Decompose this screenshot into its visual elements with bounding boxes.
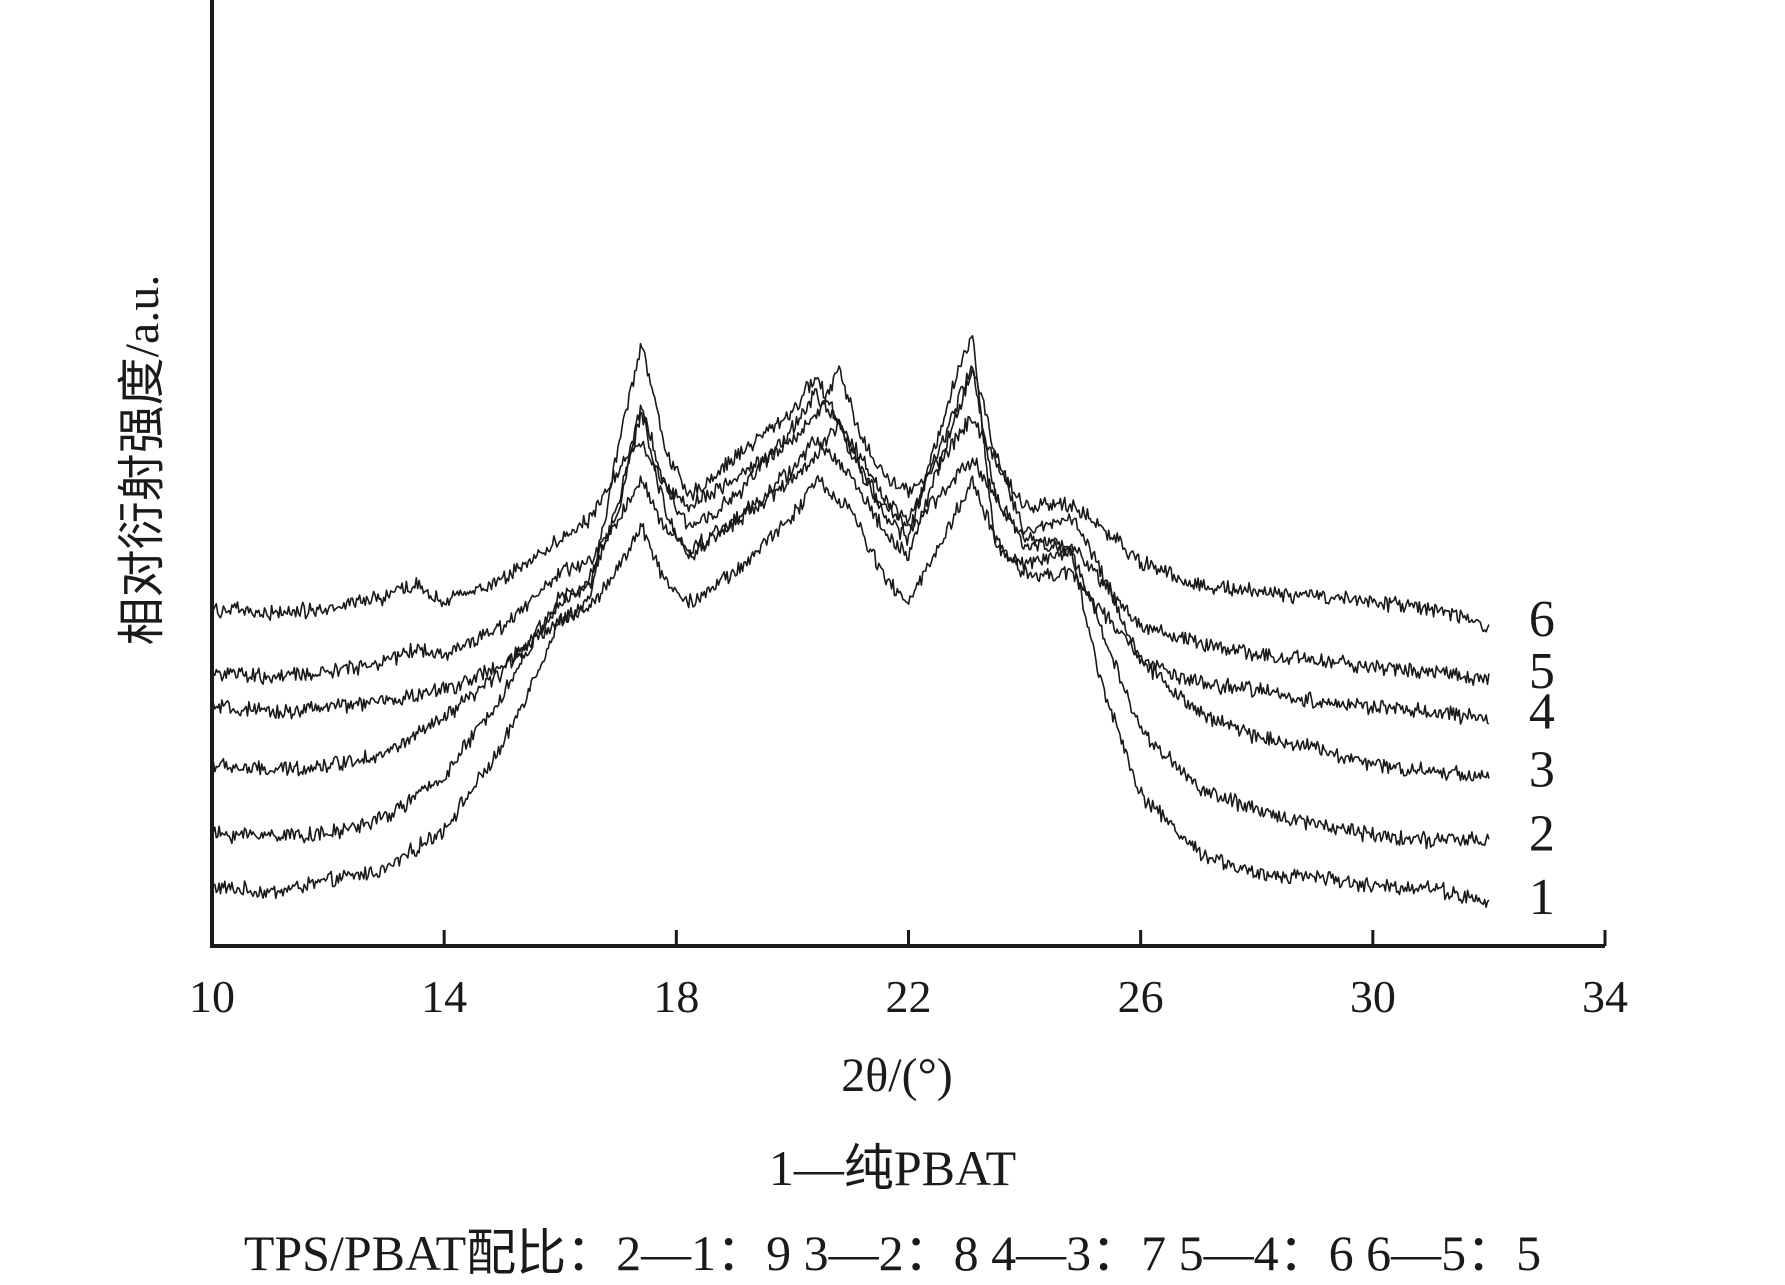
x-tick-label-30: 30: [1350, 971, 1396, 1022]
curve-label-2: 2: [1529, 805, 1555, 862]
curve-label-5: 5: [1529, 643, 1555, 700]
x-tick-label-10: 10: [189, 971, 235, 1022]
curve-label-1: 1: [1529, 869, 1555, 926]
trace-4: [211, 474, 1490, 725]
caption-line-1: 1—纯PBAT: [768, 1140, 1017, 1196]
x-axis-title: 2θ/(°): [841, 1049, 953, 1102]
trace-3: [211, 365, 1490, 782]
trace-6: [211, 365, 1490, 633]
curve-label-6: 6: [1529, 591, 1555, 648]
curve-label-4: 4: [1529, 684, 1555, 741]
traces: [211, 334, 1490, 908]
curve-label-3: 3: [1529, 742, 1555, 799]
x-tick-label-18: 18: [653, 971, 699, 1022]
y-axis-title: 相对衍射强度/a.u.: [116, 275, 169, 646]
caption-line-2: TPS/PBAT配比：2—1：9 3—2：8 4—3：7 5—4：6 6—5：5: [243, 1225, 1542, 1281]
x-ticks: [210, 930, 1607, 946]
trace-5: [211, 418, 1490, 686]
x-tick-labels: 10 14 18 22 26 30 34: [189, 971, 1628, 1022]
x-tick-label-34: 34: [1582, 971, 1628, 1022]
x-tick-label-26: 26: [1118, 971, 1164, 1022]
axes: [210, 0, 1605, 948]
x-tick-label-22: 22: [886, 971, 932, 1022]
trace-2: [211, 367, 1490, 850]
x-tick-label-14: 14: [421, 971, 467, 1022]
